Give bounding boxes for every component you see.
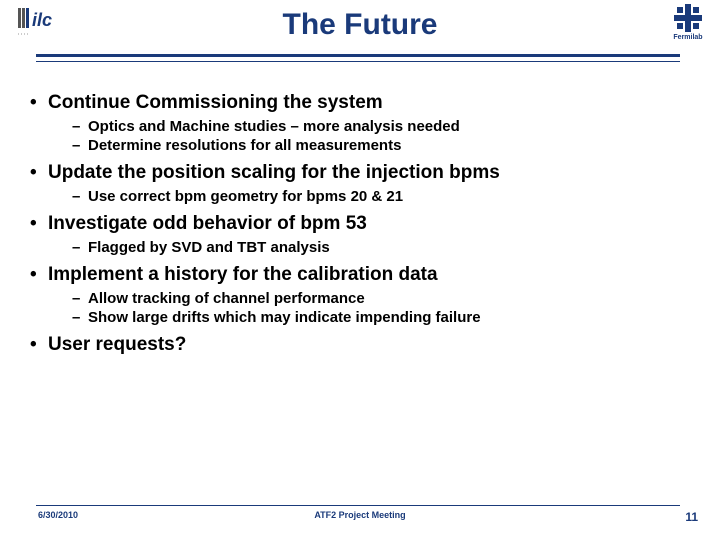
sub-bullet-item: Determine resolutions for all measuremen… [28, 137, 692, 154]
slide-title: The Future [0, 0, 720, 42]
sub-bullet-item: Use correct bpm geometry for bpms 20 & 2… [28, 188, 692, 205]
svg-text:ilc: ilc [32, 10, 52, 30]
sub-bullet-item: Optics and Machine studies – more analys… [28, 118, 692, 135]
sub-bullet-item: Flagged by SVD and TBT analysis [28, 239, 692, 256]
bullet-item: Continue Commissioning the system [28, 92, 692, 114]
bullet-item: Investigate odd behavior of bpm 53 [28, 213, 692, 235]
bullet-item: Implement a history for the calibration … [28, 264, 692, 286]
slide-header: ilc The Future Fermilab [0, 0, 720, 70]
ilc-logo: ilc [18, 6, 68, 38]
footer-meeting: ATF2 Project Meeting [0, 510, 720, 520]
header-rule-thin [36, 61, 680, 62]
footer-page-number: 11 [685, 510, 698, 524]
dots-divider [0, 42, 680, 48]
slide-content: Continue Commissioning the system Optics… [28, 92, 692, 360]
header-rule-thick [36, 54, 680, 57]
fermilab-label: Fermilab [666, 34, 710, 41]
slide-footer: 6/30/2010 ATF2 Project Meeting 11 [0, 510, 720, 526]
bullet-item: User requests? [28, 334, 692, 356]
bullet-item: Update the position scaling for the inje… [28, 162, 692, 184]
sub-bullet-item: Allow tracking of channel performance [28, 290, 692, 307]
footer-rule [36, 505, 680, 506]
sub-bullet-item: Show large drifts which may indicate imp… [28, 309, 692, 326]
